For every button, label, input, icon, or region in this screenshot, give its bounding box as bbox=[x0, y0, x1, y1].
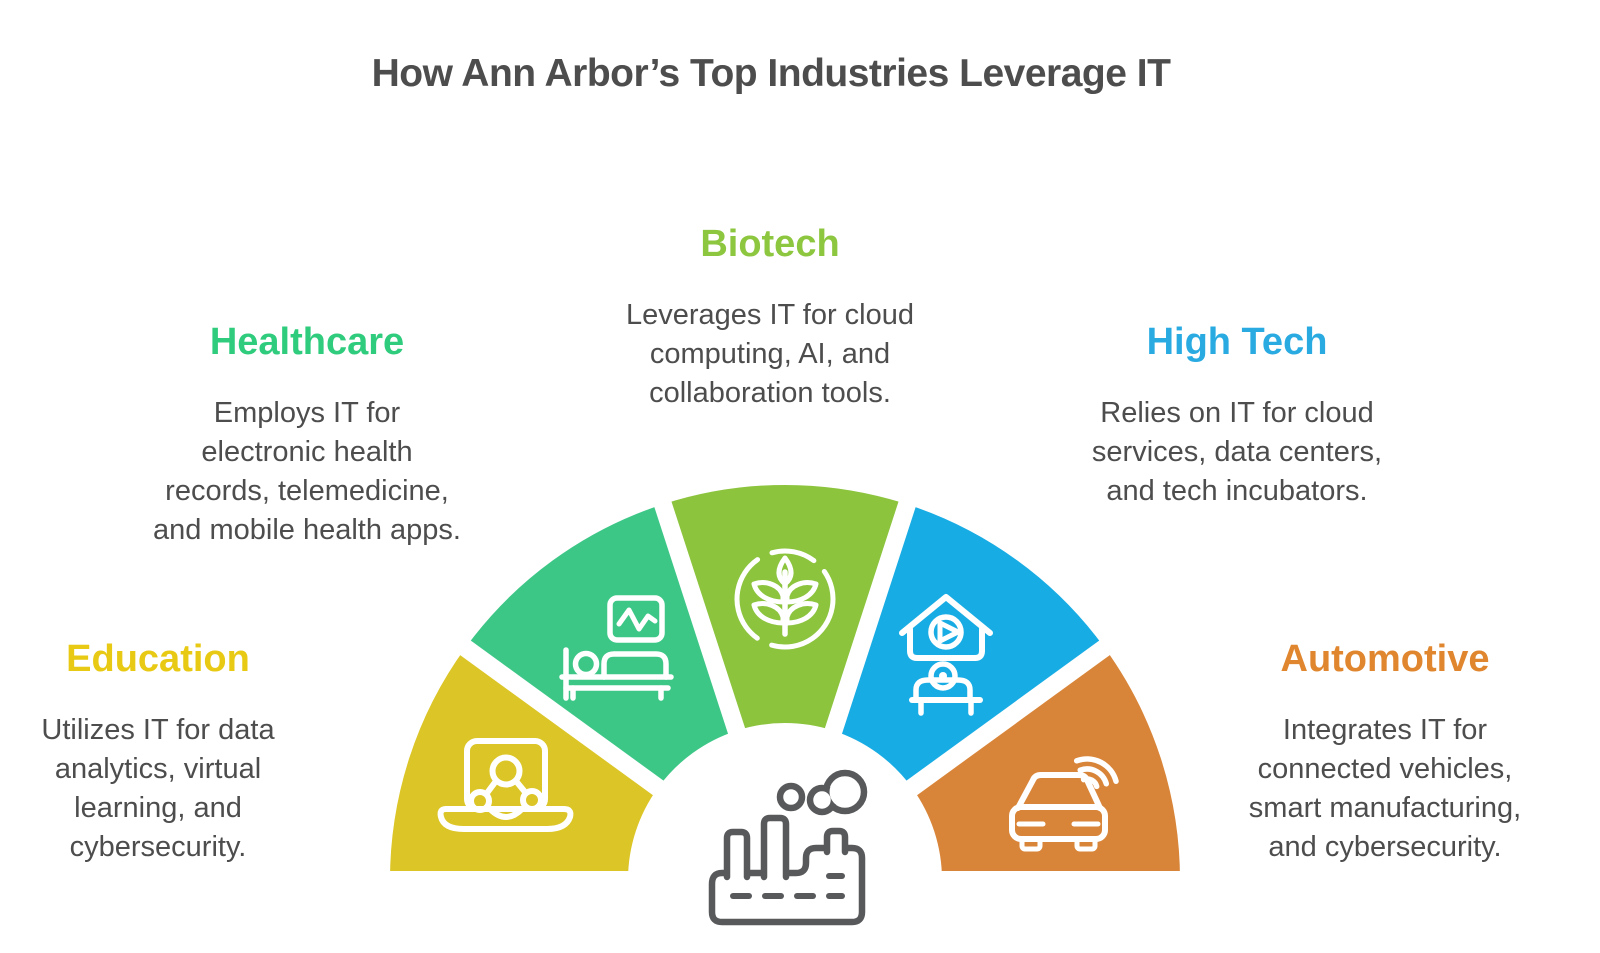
healthcare-block: Healthcare Employs IT for electronic hea… bbox=[107, 320, 507, 550]
education-segment bbox=[390, 647, 658, 880]
description-line: and cybersecurity. bbox=[1268, 831, 1502, 863]
description-line: Integrates IT for bbox=[1282, 714, 1488, 746]
hightech-heading: High Tech bbox=[1146, 321, 1328, 363]
description-line: and tech incubators. bbox=[1106, 475, 1368, 507]
healthcare-segment bbox=[465, 504, 737, 788]
healthcare-description: Employs IT for electronic health records… bbox=[107, 394, 507, 550]
hospital-bed-monitor-icon bbox=[559, 595, 674, 701]
description-line: Relies on IT for cloud bbox=[1100, 397, 1374, 429]
description-line: electronic health bbox=[201, 436, 413, 468]
description-line: analytics, virtual bbox=[54, 753, 262, 785]
hightech-description: Relies on IT for cloud services, data ce… bbox=[1027, 394, 1447, 511]
education-block: Education Utilizes IT for data analytics… bbox=[0, 637, 318, 867]
education-description: Utilizes IT for data analytics, virtual … bbox=[0, 711, 318, 867]
wheat-circle-icon bbox=[734, 548, 836, 650]
description-line: Utilizes IT for data bbox=[41, 714, 275, 746]
description-line: Employs IT for bbox=[213, 397, 401, 429]
automotive-segment bbox=[912, 647, 1180, 880]
automotive-description: Integrates IT for connected vehicles, sm… bbox=[1205, 711, 1565, 867]
description-line: smart manufacturing, bbox=[1248, 792, 1522, 824]
factory-icon bbox=[708, 769, 868, 926]
biotech-block: Biotech Leverages IT for cloud computing… bbox=[560, 222, 980, 413]
laptop-share-icon bbox=[437, 738, 574, 832]
description-line: cybersecurity. bbox=[69, 831, 247, 863]
connected-car-icon bbox=[1009, 756, 1119, 852]
biotech-description: Leverages IT for cloud computing, AI, an… bbox=[560, 296, 980, 413]
home-media-icon bbox=[899, 594, 993, 716]
segment-dividers bbox=[365, 477, 1205, 889]
automotive-heading: Automotive bbox=[1280, 638, 1490, 680]
education-heading: Education bbox=[66, 638, 250, 680]
description-line: Leverages IT for cloud bbox=[625, 299, 915, 331]
page-title: How Ann Arbor’s Top Industries Leverage … bbox=[371, 52, 1171, 95]
hightech-segment bbox=[833, 504, 1105, 788]
description-line: collaboration tools. bbox=[649, 377, 891, 409]
description-line: learning, and bbox=[74, 792, 242, 824]
description-line: services, data centers, bbox=[1091, 436, 1383, 468]
description-line: records, telemedicine, bbox=[165, 475, 449, 507]
description-line: connected vehicles, bbox=[1257, 753, 1513, 785]
biotech-heading: Biotech bbox=[700, 223, 840, 265]
healthcare-heading: Healthcare bbox=[209, 321, 405, 363]
description-line: computing, AI, and bbox=[649, 338, 891, 370]
automotive-block: Automotive Integrates IT for connected v… bbox=[1205, 637, 1565, 867]
description-line: and mobile health apps. bbox=[153, 514, 461, 546]
hightech-block: High Tech Relies on IT for cloud service… bbox=[1027, 320, 1447, 511]
